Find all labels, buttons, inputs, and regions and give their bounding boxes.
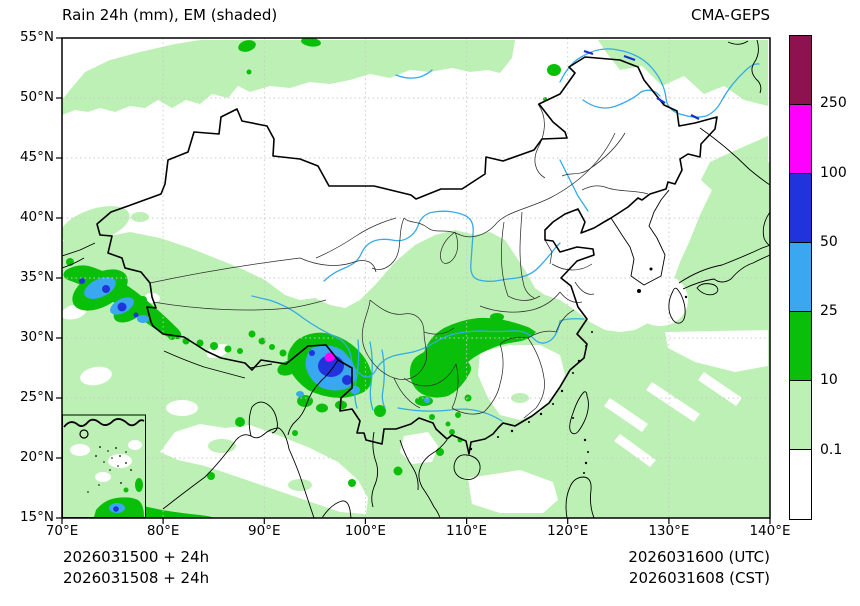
lat-tick-label: 55°N — [19, 29, 54, 45]
colorbar-segment — [790, 36, 811, 105]
colorbar-tick-label: 100 — [820, 164, 847, 181]
colorbar-tick-label: 250 — [820, 95, 847, 112]
taiwan — [569, 391, 589, 435]
lat-tick-label: 45°N — [19, 149, 54, 165]
vietnam-coast — [418, 439, 448, 518]
model-name: CMA-GEPS — [691, 6, 770, 24]
province-boundaries — [149, 103, 649, 419]
colorbar-segment — [790, 381, 811, 450]
inset-islands — [87, 446, 132, 493]
lon-tick-label: 120°E — [547, 523, 589, 539]
lat-tick-label: 30°N — [19, 329, 54, 345]
lon-tick-label: 90°E — [248, 523, 281, 539]
sungari-river — [582, 89, 661, 109]
colorbar-segment — [790, 450, 811, 519]
selenga-river — [395, 69, 433, 79]
lat-tick-label: 25°N — [19, 389, 54, 405]
kyushu — [668, 287, 686, 324]
colorbar-tick-label: 25 — [820, 303, 838, 320]
lat-tick-label: 40°N — [19, 209, 54, 225]
honshu — [678, 244, 770, 284]
graticule — [62, 38, 770, 518]
colorbar-tick-label: 50 — [820, 233, 838, 250]
page-title: Rain 24h (mm), EM (shaded) — [62, 6, 278, 24]
bangladesh-border — [248, 401, 278, 437]
colorbar-segment — [790, 312, 811, 381]
valid-time-utc: 2026031600 (UTC) — [628, 548, 770, 566]
init-time-cst: 2026031508 + 24h — [63, 569, 210, 587]
inset-map — [62, 414, 146, 518]
amur-heavy-rain-dashes — [583, 49, 700, 120]
lon-tick-label: 100°E — [344, 523, 386, 539]
pearl-river — [397, 407, 503, 422]
foreign-coastlines — [62, 39, 770, 518]
liao-river — [559, 159, 589, 212]
lon-tick-label: 130°E — [648, 523, 690, 539]
lon-tick-label: 110°E — [446, 523, 488, 539]
colorbar-segment — [790, 243, 811, 312]
shikoku — [696, 283, 719, 296]
yangtze-river — [251, 295, 585, 378]
colorbar — [789, 35, 812, 520]
luzon — [565, 476, 595, 518]
valid-time-cst: 2026031608 (CST) — [628, 569, 770, 587]
colorbar-tick-label: 10 — [820, 372, 838, 389]
lat-tick-label: 35°N — [19, 269, 54, 285]
lat-tick-label: 15°N — [19, 509, 54, 525]
colorbar-segment — [790, 105, 811, 174]
china-border — [96, 56, 718, 455]
lat-tick-label: 20°N — [19, 449, 54, 465]
lon-tick-label: 140°E — [749, 523, 791, 539]
korea-coast — [610, 189, 670, 286]
yellow-river — [323, 210, 561, 282]
init-time-utc: 2026031500 + 24h — [63, 548, 210, 566]
lon-tick-label: 80°E — [146, 523, 180, 539]
lon-tick-label: 70°E — [45, 523, 79, 539]
india-coast — [162, 427, 315, 518]
colorbar-segment — [790, 174, 811, 243]
russia-coast — [699, 127, 770, 186]
hainan — [453, 454, 481, 480]
rain-shading-extreme-layer — [324, 352, 336, 362]
map-frame — [56, 37, 771, 524]
nepal-border — [163, 350, 246, 379]
lat-tick-label: 50°N — [19, 89, 54, 105]
coastal-islands — [469, 267, 688, 474]
colorbar-tick-label: 0.1 — [820, 441, 843, 458]
